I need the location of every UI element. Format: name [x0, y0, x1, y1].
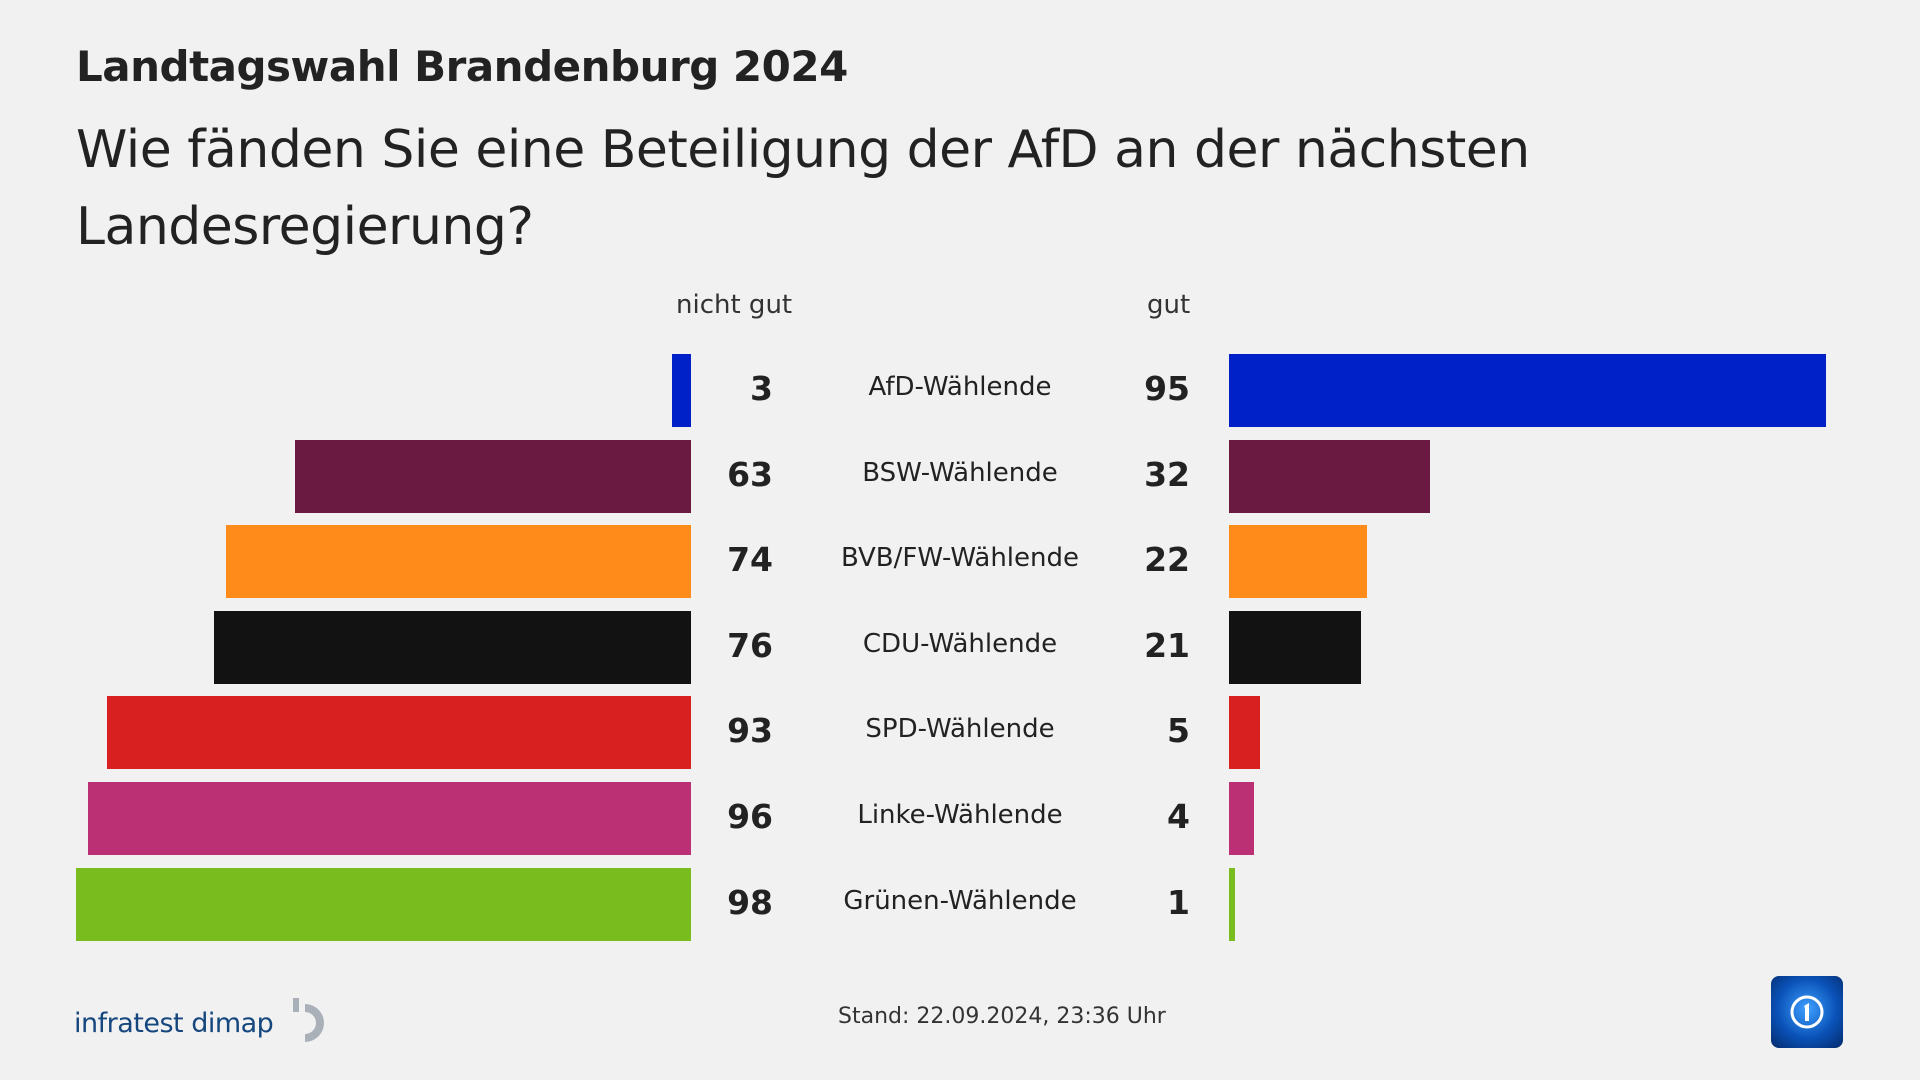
bar-nicht-gut: [106, 696, 691, 770]
header-gut: gut: [1147, 290, 1191, 320]
value-gut: 22: [1144, 540, 1190, 580]
value-nicht-gut: 63: [727, 454, 773, 494]
value-nicht-gut: 93: [727, 711, 773, 751]
category-label: AfD-Wählende: [868, 372, 1052, 402]
ard-one-icon: [1790, 995, 1824, 1029]
category-label: CDU-Wählende: [862, 628, 1058, 659]
header-nicht-gut: nicht gut: [676, 290, 793, 320]
value-gut: 5: [1167, 711, 1190, 751]
bar-gut: [1229, 439, 1430, 513]
value-nicht-gut: 98: [727, 882, 773, 922]
bar-nicht-gut: [226, 525, 691, 599]
value-gut: 21: [1144, 625, 1190, 665]
category-label: Grünen-Wählende: [843, 885, 1077, 916]
infratest-dimap-text: infratest dimap: [74, 1008, 274, 1039]
value-gut: 32: [1144, 454, 1190, 494]
infratest-dimap-mark-icon: [293, 998, 325, 1042]
bar-nicht-gut: [295, 439, 691, 513]
category-label: SPD-Wählende: [865, 714, 1055, 745]
bar-nicht-gut: [213, 610, 691, 684]
value-gut: 95: [1144, 369, 1190, 408]
chart-question: Wie fänden Sie eine Beteiligung der AfD …: [76, 120, 1530, 257]
tagesschau-logo: [1771, 976, 1843, 1048]
bar-nicht-gut: [88, 782, 691, 855]
bar-gut: [1229, 354, 1826, 427]
category-label: BSW-Wählende: [862, 457, 1058, 488]
infratest-dimap-logo: infratest dimap: [74, 996, 335, 1046]
category-label: Linke-Wählende: [857, 800, 1063, 830]
chart-title: Landtagswahl Brandenburg 2024: [76, 42, 848, 91]
value-nicht-gut: 76: [727, 625, 773, 665]
value-nicht-gut: 74: [727, 540, 773, 580]
bar-nicht-gut: [672, 354, 691, 427]
bar-gut: [1229, 696, 1261, 770]
value-gut: 4: [1167, 797, 1190, 836]
bar-nicht-gut: [75, 867, 691, 941]
bar-gut: [1229, 610, 1361, 684]
timestamp: Stand: 22.09.2024, 23:36 Uhr: [838, 1004, 1166, 1029]
value-nicht-gut: 96: [727, 797, 773, 836]
category-label: BVB/FW-Wählende: [840, 543, 1079, 574]
bar-gut: [1229, 525, 1368, 599]
value-gut: 1: [1167, 882, 1190, 922]
bar-gut: [1229, 867, 1236, 941]
bar-gut: [1229, 782, 1255, 855]
value-nicht-gut: 3: [750, 369, 773, 408]
